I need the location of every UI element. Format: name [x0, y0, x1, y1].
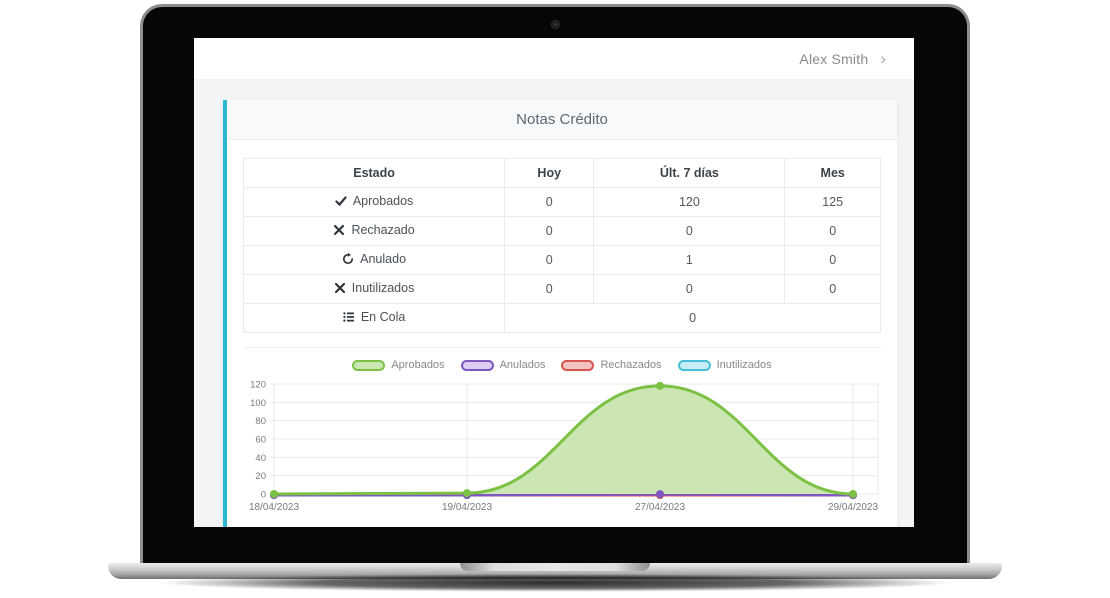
legend-item-aprobados[interactable]: Aprobados [352, 359, 445, 371]
cell-value: 0 [593, 216, 786, 246]
legend-item-anulados[interactable]: Anulados [460, 359, 546, 371]
cell-value: 125 [784, 187, 881, 217]
webcam-dot [551, 20, 560, 29]
legend-swatch [677, 359, 711, 371]
card-body: Estado Hoy Últ. 7 días Mes [227, 140, 897, 518]
table-row-aprobados: Aprobados 0 120 125 [242, 187, 881, 217]
cell-value: 0 [504, 274, 595, 304]
estado-label: Inutilizados [351, 281, 415, 295]
table-row-encola: En Cola 0 [242, 303, 881, 333]
legend-item-inutilizados[interactable]: Inutilizados [677, 359, 772, 371]
table-row-rechazado: Rechazado 0 0 0 [242, 216, 881, 246]
status-table: Estado Hoy Últ. 7 días Mes [242, 158, 881, 333]
svg-text:29/04/2023: 29/04/2023 [828, 502, 878, 513]
legend-label: Aprobados [391, 359, 445, 371]
svg-text:120: 120 [250, 380, 266, 391]
notas-credito-card: Notas Crédito Estado Hoy Últ. 7 días Mes [223, 100, 897, 527]
cell-value: 0 [504, 245, 595, 275]
col-ult7dias: Últ. 7 días [593, 158, 786, 188]
estado-label: Anulado [360, 252, 407, 266]
table-row-anulado: Anulado 0 1 0 [242, 245, 881, 275]
legend-label: Rechazados [600, 359, 662, 371]
svg-text:80: 80 [255, 416, 266, 427]
legend-label: Inutilizados [716, 359, 772, 371]
col-hoy: Hoy [504, 158, 595, 188]
estado-label: En Cola [360, 310, 406, 324]
svg-text:18/04/2023: 18/04/2023 [249, 502, 299, 513]
legend-label: Anulados [499, 359, 546, 371]
cell-value: 0 [504, 216, 595, 246]
card-header: Notas Crédito [227, 100, 897, 140]
cell-value: 120 [593, 187, 786, 217]
cell-value: 0 [593, 274, 786, 304]
svg-text:40: 40 [255, 453, 266, 464]
svg-text:100: 100 [250, 398, 266, 409]
cell-value: 1 [593, 245, 786, 275]
page-background: Notas Crédito Estado Hoy Últ. 7 días Mes [194, 80, 914, 527]
estado-label: Rechazado [351, 223, 415, 237]
area-chart: 0 20 40 60 80 100 120 18/04/2023 19/04/2023 27/04… [249, 380, 879, 513]
svg-text:27/04/2023: 27/04/2023 [635, 502, 685, 513]
svg-text:19/04/2023: 19/04/2023 [442, 502, 492, 513]
chart-wrap: 0 20 40 60 80 100 120 18/04/2023 19/04/2023 27/04… [243, 376, 881, 518]
laptop-shadow [25, 572, 1085, 596]
check-icon [335, 195, 347, 207]
svg-text:60: 60 [255, 435, 266, 446]
x-icon [334, 282, 346, 294]
history-icon [342, 253, 354, 265]
cell-value: 0 [504, 187, 595, 217]
cell-value: 0 [504, 303, 881, 333]
table-header-row: Estado Hoy Últ. 7 días Mes [242, 158, 881, 188]
svg-text:0: 0 [261, 490, 266, 501]
legend-item-rechazados[interactable]: Rechazados [561, 359, 662, 371]
estado-label: Aprobados [352, 194, 414, 208]
app-screen: Alex Smith › Notas Crédito Estado Hoy [194, 38, 914, 527]
user-menu[interactable]: Alex Smith › [799, 50, 886, 67]
chart-section: Aprobados Anulados Rechazados [243, 347, 881, 518]
col-mes: Mes [784, 158, 881, 188]
legend-swatch [561, 359, 595, 371]
svg-text:20: 20 [255, 471, 266, 482]
chevron-right-icon: › [880, 49, 886, 68]
laptop-base-notch [460, 563, 650, 571]
cell-value: 0 [784, 245, 881, 275]
table-row-inutilizados: Inutilizados 0 0 0 [242, 274, 881, 304]
legend-swatch [460, 359, 494, 371]
legend-swatch [352, 359, 386, 371]
chart-legend: Aprobados Anulados Rechazados [243, 357, 881, 373]
card-title: Notas Crédito [516, 111, 608, 128]
x-icon [333, 224, 345, 236]
list-icon [343, 311, 355, 323]
cell-value: 0 [784, 274, 881, 304]
user-name: Alex Smith [799, 50, 869, 67]
top-navbar: Alex Smith › [194, 38, 914, 80]
cell-value: 0 [784, 216, 881, 246]
col-estado: Estado [242, 158, 506, 188]
